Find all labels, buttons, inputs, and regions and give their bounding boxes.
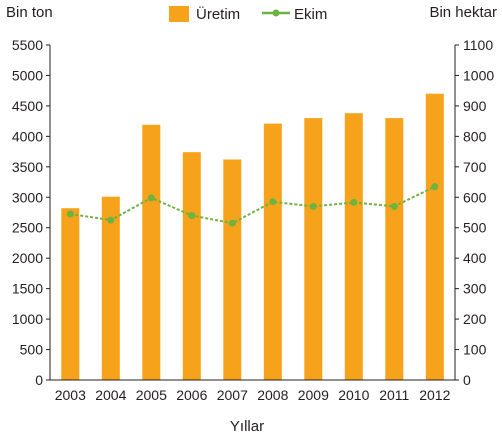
- right-axis-ticks: 0 100 200 300 400 500 600 700 800 900 1000 1100: [455, 37, 494, 388]
- left-tick-label: 5000: [12, 67, 43, 83]
- bar-2011: [385, 118, 404, 380]
- point-2008: [269, 198, 277, 206]
- bar-2003: [61, 208, 80, 380]
- right-tick-label: 400: [463, 250, 487, 266]
- right-tick-label: 1000: [463, 67, 494, 83]
- right-axis-unit-label: Bin hektar: [429, 4, 497, 21]
- right-tick-label: 200: [463, 311, 487, 327]
- right-tick-label: 300: [463, 281, 487, 297]
- bar-2005: [142, 124, 161, 380]
- point-2003: [66, 210, 74, 218]
- point-2007: [228, 219, 236, 227]
- x-tick-label: 2008: [257, 387, 288, 403]
- x-tick-label: 2010: [338, 387, 369, 403]
- legend-line-marker: [272, 9, 280, 17]
- bar-2007: [223, 159, 242, 380]
- line-series: [66, 183, 439, 227]
- bar-series: [61, 93, 444, 380]
- x-tick-label: 2004: [95, 387, 126, 403]
- left-tick-label: 500: [20, 342, 44, 358]
- point-2012: [431, 183, 439, 191]
- right-tick-label: 800: [463, 128, 487, 144]
- left-tick-label: 2500: [12, 220, 43, 236]
- x-tick-label: 2009: [298, 387, 329, 403]
- x-tick-label: 2012: [419, 387, 450, 403]
- bar-2008: [263, 123, 282, 380]
- bar-2006: [182, 152, 201, 380]
- right-tick-label: 100: [463, 342, 487, 358]
- legend-bar-label: Üretim: [196, 5, 240, 23]
- left-tick-label: 1500: [12, 281, 43, 297]
- right-tick-label: 0: [463, 372, 471, 388]
- left-tick-label: 3500: [12, 159, 43, 175]
- x-axis-title: Yıllar: [230, 418, 264, 435]
- left-tick-label: 0: [35, 372, 43, 388]
- ekim-line: [70, 185, 436, 225]
- legend-bar-swatch: [169, 6, 189, 22]
- right-tick-label: 600: [463, 189, 487, 205]
- bar-2010: [344, 113, 363, 380]
- left-tick-label: 3000: [12, 189, 43, 205]
- point-2005: [147, 194, 155, 202]
- left-axis-unit-label: Bin ton: [6, 4, 53, 21]
- left-tick-label: 2000: [12, 250, 43, 266]
- bar-2004: [101, 196, 120, 380]
- left-tick-label: 1000: [12, 311, 43, 327]
- left-axis-ticks: 0 500 1000 1500 2000 2500 3000 3500 4000 4500 5000…: [12, 37, 50, 388]
- point-2011: [390, 202, 398, 210]
- point-2009: [309, 202, 317, 210]
- left-tick-label: 5500: [12, 37, 43, 53]
- right-tick-label: 900: [463, 98, 487, 114]
- left-tick-label: 4000: [12, 128, 43, 144]
- x-axis-ticks: 2003 2004 2005 2006 2007 2008 2009 2010 2011 2012: [55, 387, 451, 403]
- point-2004: [107, 216, 115, 224]
- x-tick-label: 2006: [176, 387, 207, 403]
- right-tick-label: 700: [463, 159, 487, 175]
- left-tick-label: 4500: [12, 98, 43, 114]
- right-tick-label: 1100: [463, 37, 493, 53]
- point-2006: [188, 212, 196, 219]
- x-tick-label: 2005: [136, 387, 167, 403]
- x-tick-label: 2007: [217, 387, 248, 403]
- right-tick-label: 500: [463, 220, 487, 236]
- legend-line-label: Ekim: [294, 6, 327, 23]
- point-2010: [350, 198, 358, 206]
- legend: Üretim Ekim: [169, 5, 327, 23]
- x-tick-label: 2011: [379, 387, 409, 403]
- x-tick-label: 2003: [55, 387, 86, 403]
- bar-2009: [304, 118, 323, 380]
- bar-2012: [425, 93, 444, 380]
